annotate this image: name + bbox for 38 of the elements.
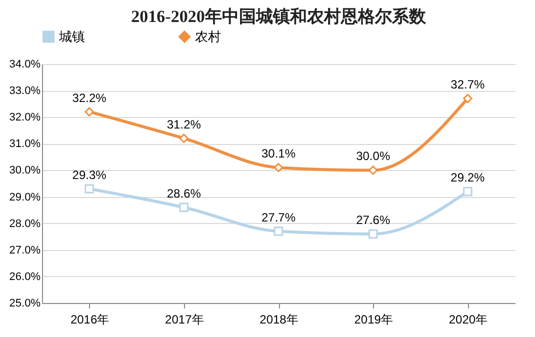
point (179, 202, 189, 212)
y-tick-label: 25.0% (9, 298, 41, 310)
legend-label: 城镇 (58, 28, 85, 44)
x-tick-label: 2016年 (70, 312, 110, 326)
point (368, 166, 378, 175)
y-tick-label: 30.0% (9, 164, 41, 177)
y-tick-label: 33.0% (9, 85, 41, 98)
y-tick-label: 27.0% (9, 244, 41, 256)
y-tick-label: 32.0% (9, 112, 41, 124)
data-label: 29.2% (450, 170, 486, 184)
point (179, 134, 189, 143)
point (463, 186, 472, 196)
point (274, 226, 284, 236)
point (463, 94, 472, 104)
data-label: 29.3% (72, 168, 107, 182)
x-tick-label: 2018年 (260, 312, 298, 326)
point (84, 184, 94, 194)
data-label: 27.7% (261, 210, 296, 224)
y-tick-label: 28.0% (9, 218, 41, 230)
data-label: 32.7% (450, 78, 486, 92)
data-label: 30.0% (356, 149, 390, 164)
x-tick-label: 2020年 (448, 312, 488, 326)
data-label: 28.6% (166, 186, 202, 200)
y-tick-label: 26.0% (9, 270, 41, 283)
chart-title: 2016-2020年中国城镇和农村恩格尔系数 (131, 7, 427, 26)
data-label: 30.1% (261, 146, 296, 161)
y-tick-label: 29.0% (9, 191, 41, 204)
x-tick-label: 2017年 (165, 312, 204, 326)
point (84, 107, 94, 116)
y-tick-label: 34.0% (9, 58, 41, 70)
data-label: 32.2% (72, 90, 107, 105)
y-tick-label: 31.0% (9, 138, 41, 150)
data-label: 31.2% (166, 117, 202, 132)
x-tick-label: 2019年 (354, 312, 393, 326)
legend-label: 农村 (195, 28, 221, 44)
data-label: 27.6% (356, 212, 390, 227)
point (368, 229, 378, 239)
point (274, 162, 284, 172)
